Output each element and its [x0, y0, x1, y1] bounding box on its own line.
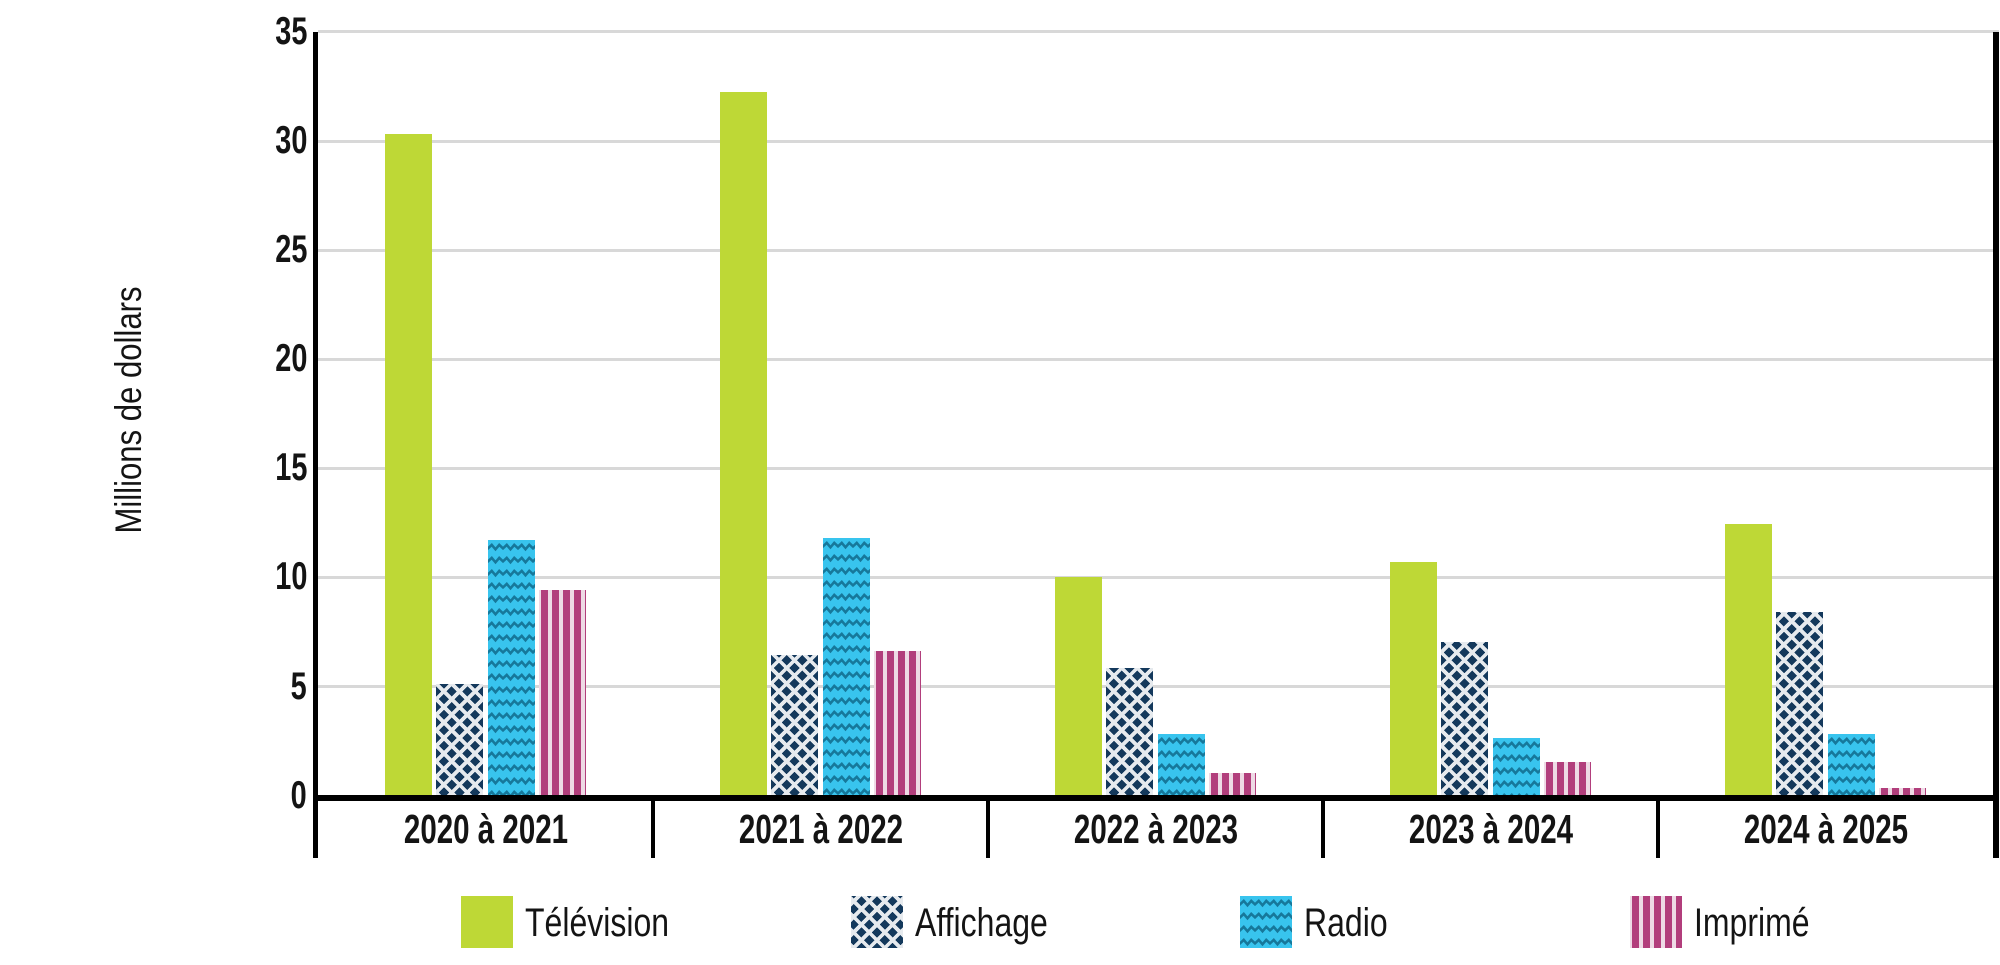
bar-radio-2020-a-2021: [488, 540, 535, 795]
gridline: [318, 249, 1999, 252]
x-category-label: 2024 à 2025: [1658, 807, 1994, 851]
gridline: [318, 576, 1999, 579]
legend-text: Imprimé: [1694, 901, 1810, 945]
x-category-text: 2022 à 2023: [1073, 806, 1239, 852]
zigzag-texture: [1493, 738, 1540, 795]
bar-imprime-2021-a-2022: [874, 651, 921, 795]
bar-imprime-2022-a-2023: [1209, 773, 1256, 795]
bar-affichage-2023-a-2024: [1441, 642, 1488, 795]
bar-imprime-2023-a-2024: [1544, 762, 1591, 795]
legend-swatch-television: [461, 896, 513, 948]
plot-right-border: [1993, 32, 1999, 858]
y-tick-value: 5: [290, 665, 307, 708]
bar-affichage-2021-a-2022: [771, 655, 818, 795]
y-axis-line: [313, 32, 318, 858]
x-axis-tick-separator: [1656, 795, 1660, 858]
x-category-label: 2020 à 2021: [318, 807, 654, 851]
y-tick-value: 25: [274, 228, 307, 271]
y-tick-value: 15: [274, 446, 307, 489]
y-tick-value: 20: [274, 337, 307, 380]
legend-swatch-radio: [1240, 896, 1292, 948]
legend-swatch-affichage: [851, 896, 903, 948]
zigzag-texture: [823, 538, 870, 795]
zigzag-texture: [488, 540, 535, 795]
y-tick-value: 0: [290, 774, 307, 817]
x-category-label: 2023 à 2024: [1323, 807, 1659, 851]
legend-label-radio: Radio: [1304, 903, 1409, 943]
y-tick-label: 25: [207, 230, 307, 270]
gridline: [318, 140, 1999, 143]
gridline: [318, 467, 1999, 470]
gridline: [318, 685, 1999, 688]
bar-radio-2022-a-2023: [1158, 734, 1205, 795]
y-tick-label: 15: [207, 448, 307, 488]
zigzag-texture: [1158, 734, 1205, 795]
y-tick-label: 20: [207, 339, 307, 379]
y-tick-label: 5: [207, 667, 307, 707]
y-tick-value: 10: [274, 555, 307, 598]
x-category-text: 2021 à 2022: [738, 806, 904, 852]
bar-radio-2023-a-2024: [1493, 738, 1540, 795]
x-axis-line: [316, 795, 1999, 801]
y-tick-label: 0: [207, 776, 307, 816]
bar-imprime-2020-a-2021: [539, 590, 586, 795]
zigzag-texture: [1828, 734, 1875, 795]
y-tick-value: 30: [274, 119, 307, 162]
bar-imprime-2024-a-2025: [1879, 788, 1926, 795]
x-category-text: 2020 à 2021: [403, 806, 569, 852]
legend-swatch-imprime: [1630, 896, 1682, 948]
bar-affichage-2024-a-2025: [1776, 612, 1823, 795]
bar-television-2020-a-2021: [385, 134, 432, 795]
bar-radio-2024-a-2025: [1828, 734, 1875, 795]
x-category-label: 2021 à 2022: [653, 807, 989, 851]
legend-text: Télévision: [525, 901, 670, 945]
bar-television-2024-a-2025: [1725, 524, 1772, 795]
bar-radio-2021-a-2022: [823, 538, 870, 795]
bar-television-2021-a-2022: [720, 92, 767, 795]
legend-label-television: Télévision: [525, 903, 705, 943]
bar-affichage-2022-a-2023: [1106, 668, 1153, 795]
x-axis-tick-separator: [651, 795, 655, 858]
gridline: [318, 30, 1999, 33]
bar-television-2022-a-2023: [1055, 577, 1102, 795]
x-axis-tick-separator: [986, 795, 990, 858]
x-category-text: 2024 à 2025: [1743, 806, 1909, 852]
y-tick-label: 30: [207, 121, 307, 161]
legend-text: Affichage: [915, 901, 1048, 945]
y-axis-title: Millions de dollars: [108, 286, 149, 534]
legend-label-affichage: Affichage: [915, 903, 1081, 943]
legend-label-imprime: Imprimé: [1694, 903, 1838, 943]
gridline: [318, 358, 1999, 361]
y-tick-label: 35: [207, 12, 307, 52]
legend-text: Radio: [1304, 901, 1388, 945]
y-tick-label: 10: [207, 557, 307, 597]
x-category-label: 2022 à 2023: [988, 807, 1324, 851]
x-axis-tick-separator: [1321, 795, 1325, 858]
y-tick-value: 35: [274, 10, 307, 53]
x-category-text: 2023 à 2024: [1408, 806, 1574, 852]
zigzag-texture: [1240, 896, 1292, 948]
bar-television-2023-a-2024: [1390, 562, 1437, 795]
bar-affichage-2020-a-2021: [436, 684, 483, 795]
